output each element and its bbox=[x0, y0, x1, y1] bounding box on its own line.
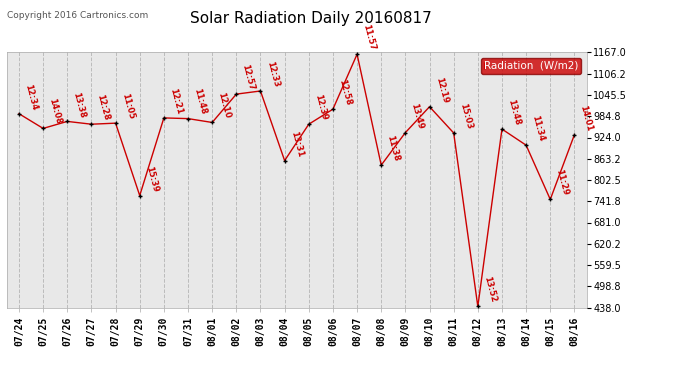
Point bbox=[159, 115, 170, 121]
Point bbox=[231, 91, 242, 97]
Point bbox=[279, 158, 290, 164]
Text: 12:21: 12:21 bbox=[168, 87, 184, 115]
Text: 12:57: 12:57 bbox=[241, 63, 256, 92]
Text: 15:03: 15:03 bbox=[458, 102, 473, 130]
Text: 15:39: 15:39 bbox=[144, 165, 159, 193]
Text: 12:19: 12:19 bbox=[434, 76, 449, 104]
Text: Solar Radiation Daily 20160817: Solar Radiation Daily 20160817 bbox=[190, 11, 431, 26]
Legend: Radiation  (W/m2): Radiation (W/m2) bbox=[481, 58, 581, 74]
Text: 12:58: 12:58 bbox=[337, 78, 353, 106]
Text: 14:01: 14:01 bbox=[579, 104, 594, 132]
Text: 11:29: 11:29 bbox=[555, 168, 570, 196]
Point bbox=[304, 121, 315, 127]
Text: Copyright 2016 Cartronics.com: Copyright 2016 Cartronics.com bbox=[7, 11, 148, 20]
Text: 11:38: 11:38 bbox=[386, 134, 401, 162]
Text: 13:52: 13:52 bbox=[482, 276, 497, 304]
Point bbox=[352, 51, 363, 57]
Text: 14:08: 14:08 bbox=[48, 98, 63, 126]
Point bbox=[62, 118, 73, 124]
Point bbox=[473, 303, 484, 309]
Point bbox=[135, 193, 146, 199]
Point bbox=[569, 132, 580, 138]
Text: 13:38: 13:38 bbox=[72, 91, 87, 118]
Text: 12:10: 12:10 bbox=[217, 92, 232, 120]
Point bbox=[183, 116, 194, 122]
Point bbox=[376, 162, 387, 168]
Text: 12:39: 12:39 bbox=[313, 93, 328, 122]
Point bbox=[110, 120, 121, 126]
Text: 11:48: 11:48 bbox=[193, 88, 208, 116]
Point bbox=[545, 196, 556, 202]
Point bbox=[207, 120, 218, 126]
Point bbox=[400, 130, 411, 136]
Point bbox=[38, 125, 48, 131]
Text: 11:57: 11:57 bbox=[362, 23, 377, 51]
Point bbox=[86, 121, 97, 127]
Point bbox=[448, 130, 460, 136]
Text: 12:33: 12:33 bbox=[265, 60, 280, 88]
Point bbox=[424, 104, 435, 110]
Text: 13:49: 13:49 bbox=[410, 102, 425, 130]
Point bbox=[497, 126, 508, 132]
Text: 12:34: 12:34 bbox=[23, 83, 39, 111]
Point bbox=[14, 111, 25, 117]
Text: 11:34: 11:34 bbox=[531, 114, 546, 142]
Text: 11:05: 11:05 bbox=[120, 92, 135, 120]
Text: 13:48: 13:48 bbox=[506, 98, 522, 126]
Text: 13:31: 13:31 bbox=[289, 130, 304, 158]
Point bbox=[328, 106, 339, 112]
Point bbox=[521, 142, 532, 148]
Text: 12:28: 12:28 bbox=[96, 93, 111, 122]
Point bbox=[255, 88, 266, 94]
